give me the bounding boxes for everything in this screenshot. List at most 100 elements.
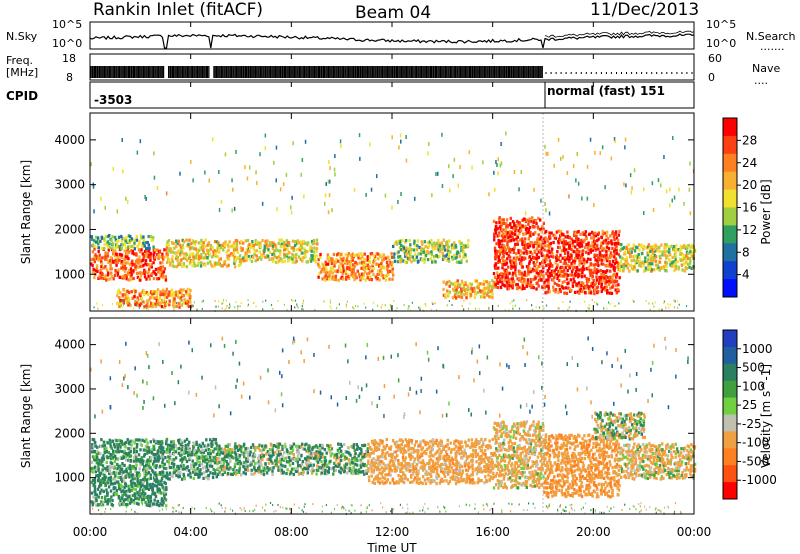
range-cell <box>651 268 654 272</box>
range-cell <box>175 290 178 294</box>
range-cell <box>117 235 121 239</box>
range-cell <box>229 466 232 470</box>
range-cell <box>460 279 464 283</box>
range-cell <box>281 454 284 458</box>
range-cell <box>99 257 102 261</box>
range-cell <box>588 307 590 310</box>
range-cell <box>557 137 560 142</box>
range-cell <box>479 289 482 293</box>
range-cell <box>422 250 426 254</box>
range-cell <box>390 263 393 267</box>
range-cell <box>535 271 538 275</box>
range-cell <box>385 260 389 264</box>
range-cell <box>102 454 105 458</box>
range-cell <box>261 239 264 243</box>
range-cell <box>548 290 551 294</box>
range-cell <box>91 478 95 482</box>
range-cell <box>135 455 138 459</box>
range-cell <box>260 449 263 453</box>
range-cell <box>152 460 156 464</box>
freq-bar <box>444 66 447 78</box>
range-cell <box>279 465 282 469</box>
freq-bar <box>275 66 277 78</box>
range-cell <box>141 244 144 248</box>
range-cell <box>493 280 496 285</box>
range-cell <box>511 261 514 265</box>
range-cell <box>529 280 533 284</box>
range-cell <box>214 472 217 476</box>
range-cell <box>132 288 136 292</box>
range-cell <box>111 235 114 239</box>
range-cell <box>201 441 204 445</box>
range-cell <box>229 459 232 464</box>
freq-bar <box>102 66 104 78</box>
range-cell <box>145 246 148 250</box>
range-cell <box>578 284 581 288</box>
range-cell <box>126 438 129 442</box>
range-cell <box>579 255 582 260</box>
range-cell <box>150 304 153 308</box>
range-cell <box>100 500 103 504</box>
range-cell <box>138 258 141 262</box>
range-cell <box>516 256 519 260</box>
range-cell <box>383 266 386 270</box>
range-cell <box>179 296 182 300</box>
range-cell <box>366 258 369 262</box>
range-cell <box>295 242 299 246</box>
range-cell <box>176 255 179 260</box>
range-cell <box>171 264 175 268</box>
range-cell <box>617 264 620 268</box>
range-cell <box>358 272 361 276</box>
range-cell <box>486 293 489 297</box>
range-cell <box>250 472 253 476</box>
range-cell <box>564 235 567 239</box>
range-cell <box>147 477 150 481</box>
freq-bar <box>315 66 317 78</box>
range-cell <box>584 234 588 238</box>
freq-bar <box>100 66 102 78</box>
range-cell <box>277 465 280 469</box>
freq-bar <box>538 66 540 78</box>
range-cell <box>283 259 286 263</box>
range-cell <box>255 249 258 253</box>
range-cell <box>104 274 107 278</box>
range-cell <box>372 260 375 264</box>
range-cell <box>123 273 127 277</box>
range-cell <box>140 302 143 306</box>
range-cell <box>212 456 216 460</box>
range-cell <box>307 464 311 468</box>
range-cell <box>499 163 502 168</box>
range-cell <box>549 271 552 276</box>
freq-bar <box>485 66 487 78</box>
range-cell <box>213 469 217 473</box>
nave-tick-bottom: 0 <box>708 71 715 84</box>
range-cell <box>351 271 355 275</box>
range-cell <box>543 244 547 248</box>
range-cell <box>95 452 98 456</box>
range-cell <box>291 257 294 261</box>
range-cell <box>111 503 115 507</box>
range-cell <box>558 246 561 250</box>
range-cell <box>544 202 546 206</box>
range-cell <box>214 240 217 244</box>
range-cell <box>606 263 610 267</box>
range-cell <box>257 446 260 450</box>
range-cell <box>546 263 550 267</box>
range-cell <box>137 242 141 246</box>
range-cell <box>232 248 236 252</box>
range-cell <box>315 472 318 476</box>
range-cell <box>192 257 195 262</box>
range-cell <box>513 221 516 225</box>
range-cell <box>129 450 132 454</box>
range-cell <box>632 243 635 247</box>
freq-bar <box>219 66 221 78</box>
freq-bar <box>335 66 337 78</box>
range-cell <box>303 443 307 447</box>
freq-bar <box>202 66 204 78</box>
range-cell <box>566 234 570 238</box>
range-cell <box>581 289 584 293</box>
freq-bar <box>415 66 418 78</box>
range-cell <box>622 263 625 267</box>
range-cell <box>168 290 171 294</box>
range-cell <box>239 260 242 264</box>
